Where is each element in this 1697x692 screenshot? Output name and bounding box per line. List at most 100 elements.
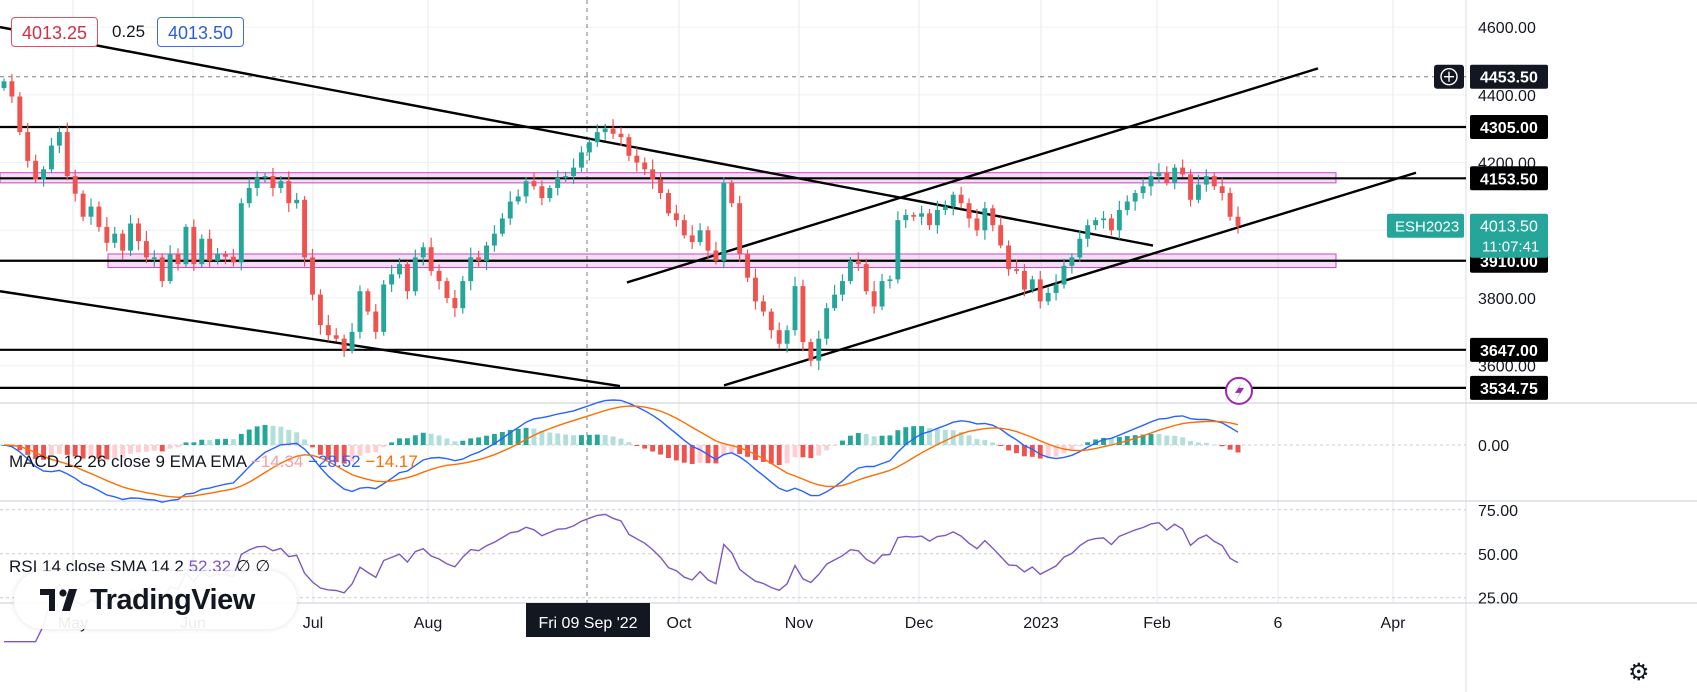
candle-body-42 xyxy=(333,335,339,339)
macd-hist-bar-10 xyxy=(80,445,86,459)
candle-body-105 xyxy=(832,294,838,309)
macd-hist-bar-62 xyxy=(491,433,497,445)
candle-body-2 xyxy=(17,96,23,133)
level-badge-label-0: 4305.00 xyxy=(1480,120,1538,137)
candle-body-134 xyxy=(1061,265,1067,285)
macd-hist-bar-87 xyxy=(689,445,695,464)
spread-value: 0.25 xyxy=(112,22,146,41)
macd-hist-bar-26 xyxy=(207,439,213,445)
macd-hist-bar-41 xyxy=(325,445,331,460)
macd-hist-bar-23 xyxy=(183,442,189,445)
candle-body-120 xyxy=(950,194,956,207)
macd-hist-bar-71 xyxy=(563,434,569,445)
macd-hist-bar-108 xyxy=(855,433,861,445)
candle-body-101 xyxy=(800,286,806,343)
macd-hist-bar-85 xyxy=(673,445,679,461)
macd-hist-bar-77 xyxy=(610,436,616,445)
macd-hist-bar-15 xyxy=(120,445,126,458)
crosshair-price-label: 4453.50 xyxy=(1480,70,1538,87)
macd-hist-bar-90 xyxy=(713,445,719,464)
macd-hist-bar-102 xyxy=(808,445,814,459)
macd-hist-bar-136 xyxy=(1077,445,1083,447)
candle-body-10 xyxy=(80,193,86,217)
macd-hist-bar-70 xyxy=(555,433,561,445)
candle-body-3 xyxy=(25,132,31,161)
macd-hist-bar-19 xyxy=(151,445,157,451)
candle-body-9 xyxy=(72,176,78,194)
candle-body-12 xyxy=(96,206,102,227)
x-tick-label-9: 6 xyxy=(1274,615,1283,632)
macd-hist-bar-141 xyxy=(1116,437,1122,445)
candle-body-23 xyxy=(183,226,189,265)
candle-body-106 xyxy=(840,281,845,295)
macd-hist-bar-154 xyxy=(1219,445,1225,447)
candle-body-137 xyxy=(1085,225,1091,239)
macd-hist-bar-73 xyxy=(578,435,584,445)
macd-hist-bar-44 xyxy=(349,445,355,462)
candle-body-90 xyxy=(713,250,719,261)
candle-body-73 xyxy=(578,152,584,168)
candle-body-68 xyxy=(539,186,545,199)
macd-hist-bar-45 xyxy=(357,445,363,456)
candle-body-60 xyxy=(476,257,482,261)
level-badge-4 xyxy=(1470,375,1548,400)
macd-signal-line xyxy=(3,405,1239,498)
macd-hist-bar-149 xyxy=(1180,437,1186,445)
macd-hist-bar-20 xyxy=(159,445,165,452)
candle-body-153 xyxy=(1211,176,1217,187)
macd-hist-bar-156 xyxy=(1235,445,1241,453)
macd-hist-bar-47 xyxy=(373,445,379,453)
macd-hist-bar-79 xyxy=(626,442,632,445)
candle-body-89 xyxy=(705,230,711,251)
macd-hist-bar-127 xyxy=(1006,445,1012,451)
candle-body-122 xyxy=(966,203,972,219)
candle-body-144 xyxy=(1140,186,1146,194)
candle-body-30 xyxy=(238,203,244,263)
candle-body-135 xyxy=(1069,257,1075,266)
macd-hist-bar-123 xyxy=(974,439,980,445)
last-price-badge xyxy=(1470,213,1548,258)
macd-hist-bar-65 xyxy=(515,428,521,445)
tradingview-logo[interactable]: TradingView xyxy=(14,571,297,629)
candle-body-143 xyxy=(1132,193,1138,202)
candle-body-40 xyxy=(317,294,323,326)
macd-hist-bar-109 xyxy=(863,434,869,445)
gear-icon[interactable]: ⚙ xyxy=(1628,659,1650,686)
candle-body-67 xyxy=(531,181,537,187)
macd-hist-bar-56 xyxy=(444,438,450,445)
candle-body-110 xyxy=(871,291,877,307)
macd-hist-bar-125 xyxy=(990,442,996,445)
candle-body-58 xyxy=(460,281,466,309)
candle-body-56 xyxy=(444,281,450,299)
candle-body-150 xyxy=(1188,174,1193,200)
macd-hist-bar-32 xyxy=(254,426,260,445)
macd-hist-bar-66 xyxy=(523,427,529,445)
plus-circle-icon-ring xyxy=(1440,68,1458,86)
macd-hist-bar-150 xyxy=(1188,441,1193,445)
macd-hist-bar-36 xyxy=(286,429,292,445)
candle-body-71 xyxy=(563,176,569,178)
candle-body-93 xyxy=(737,203,743,254)
candle-body-94 xyxy=(745,253,751,278)
last-price-label: 4013.50 xyxy=(1480,219,1538,236)
macd-legend[interactable]: MACD 12 26 close 9 EMA EMA −14.34 −28.52… xyxy=(9,452,418,472)
macd-hist-bar-43 xyxy=(341,445,347,464)
macd-hist-bar-74 xyxy=(586,434,592,445)
macd-hist-bar-137 xyxy=(1085,442,1091,445)
macd-hist-bar-21 xyxy=(167,445,173,449)
y-tick-label-0: 3600.00 xyxy=(1478,359,1536,376)
ask-price-button[interactable]: 4013.50 xyxy=(157,17,245,47)
macd-hist-value: −14.34 xyxy=(250,452,304,471)
candle-body-38 xyxy=(302,199,308,258)
level-badge-3 xyxy=(1470,337,1548,362)
macd-signal-value: −14.17 xyxy=(365,452,418,471)
candle-body-55 xyxy=(436,270,442,282)
candle-body-59 xyxy=(468,257,474,282)
candle-body-15 xyxy=(120,233,126,251)
bid-price-button[interactable]: 4013.25 xyxy=(11,17,99,47)
candle-body-54 xyxy=(428,247,434,271)
macd-hist-bar-122 xyxy=(966,435,972,445)
candles-group xyxy=(1,73,1241,371)
macd-hist-bar-129 xyxy=(1021,445,1027,457)
